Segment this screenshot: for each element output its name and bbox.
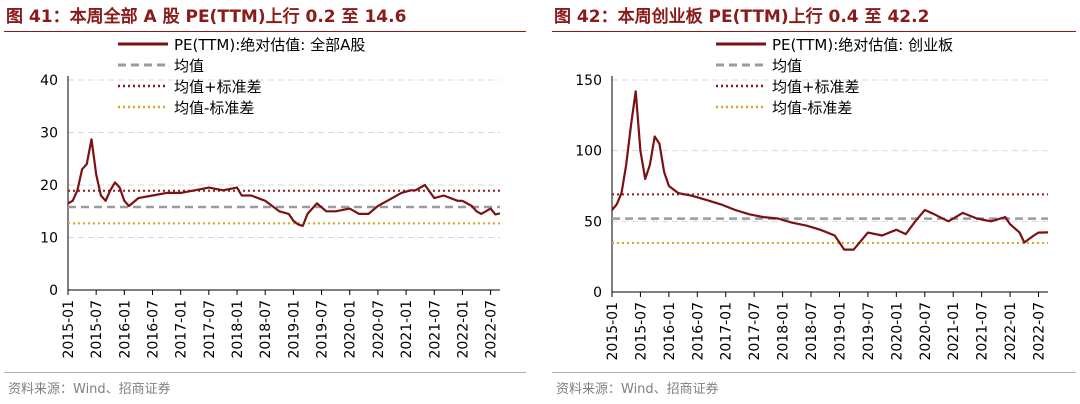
chart-title: 图 42：本周创业板 PE(TTM)上行 0.4 至 42.2 — [554, 7, 930, 27]
legend-label: 均值+标准差 — [174, 78, 262, 96]
x-tick-label: 2017-07 — [202, 300, 218, 359]
x-tick-label: 2015-07 — [89, 300, 105, 359]
y-tick-label: 10 — [40, 231, 58, 247]
x-tick-label: 2017-07 — [747, 302, 763, 361]
x-tick-label: 2022-01 — [1003, 302, 1019, 361]
legend-label: PE(TTM):绝对估值: 创业板 — [772, 36, 953, 54]
chart-panel-chinext: 图 42：本周创业板 PE(TTM)上行 0.4 至 42.2 0 50 100 15… — [548, 0, 1080, 404]
y-tick-label: 150 — [575, 73, 602, 89]
y-tick-label: 0 — [49, 283, 58, 299]
y-tick-label: 20 — [40, 178, 58, 194]
legend-label: 均值+标准差 — [772, 78, 860, 96]
x-tick-label: 2020-01 — [889, 302, 905, 361]
y-tick-label: 50 — [584, 214, 602, 230]
x-tick-label: 2022-01 — [455, 300, 471, 359]
x-tick-label: 2021-01 — [946, 302, 962, 361]
x-tick-label: 2020-01 — [343, 300, 359, 359]
legend-label: 均值-标准差 — [174, 99, 254, 117]
chart-title: 图 41：本周全部 A 股 PE(TTM)上行 0.2 至 14.6 — [6, 7, 407, 27]
x-tick-label: 2021-07 — [427, 300, 443, 359]
y-tick-label: 0 — [593, 285, 602, 301]
pe-series-line — [67, 138, 501, 227]
x-tick-label: 2019-07 — [315, 300, 331, 359]
x-tick-label: 2018-01 — [230, 300, 246, 359]
x-tick-label: 2019-07 — [861, 302, 877, 361]
x-tick-label: 2017-01 — [719, 302, 735, 361]
title-divider — [552, 31, 1076, 32]
x-tick-label: 2019-01 — [832, 302, 848, 361]
x-tick-label: 2020-07 — [371, 300, 387, 359]
x-tick-label: 2018-07 — [258, 300, 274, 359]
legend-label: PE(TTM):绝对估值: 全部A股 — [174, 36, 365, 54]
legend-label: 均值 — [174, 57, 204, 75]
source-divider — [4, 372, 526, 373]
x-tick-label: 2017-01 — [174, 300, 190, 359]
y-tick-label: 100 — [575, 144, 602, 160]
source-divider — [552, 372, 1076, 373]
pe-chart-chinext: 0 50 100 150 2015-01 2015-07 2016-01 2016-07 201… — [575, 36, 1049, 361]
x-tick-label: 2018-01 — [776, 302, 792, 361]
x-tick-label: 2021-01 — [399, 300, 415, 359]
x-tick-label: 2016-01 — [117, 300, 133, 359]
x-tick-label: 2018-07 — [804, 302, 820, 361]
x-tick-label: 2020-07 — [918, 302, 934, 361]
source-note: 资料来源：Wind、招商证券 — [8, 382, 171, 397]
x-tick-label: 2015-07 — [633, 302, 649, 361]
x-tick-label: 2015-01 — [61, 300, 77, 359]
pe-series-line — [611, 90, 1049, 251]
x-tick-label: 2015-01 — [605, 302, 621, 361]
y-tick-label: 40 — [40, 73, 58, 89]
x-tick-label: 2016-01 — [662, 302, 678, 361]
legend-label: 均值 — [772, 57, 802, 75]
x-tick-label: 2016-07 — [690, 302, 706, 361]
pe-chart-all-a-shares: 0 10 20 30 40 2015-01 2015-07 2016-01 2016-07 201… — [40, 36, 501, 359]
x-tick-label: 2022-07 — [1032, 302, 1048, 361]
x-tick-label: 2021-07 — [975, 302, 991, 361]
x-tick-label: 2019-01 — [286, 300, 302, 359]
source-note: 资料来源：Wind、招商证券 — [556, 382, 719, 397]
legend-label: 均值-标准差 — [772, 99, 852, 117]
x-tick-label: 2016-07 — [146, 300, 162, 359]
chart-panel-all-a-shares: 图 41：本周全部 A 股 PE(TTM)上行 0.2 至 14.6 0 10 20… — [0, 0, 530, 404]
title-divider — [4, 31, 526, 32]
y-tick-label: 30 — [40, 126, 58, 142]
x-tick-label: 2022-07 — [484, 300, 500, 359]
